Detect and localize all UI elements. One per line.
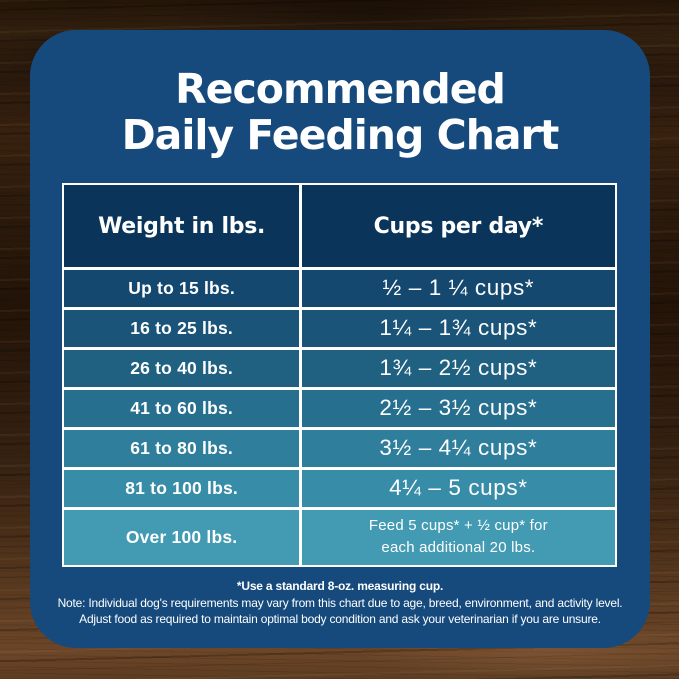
weight-cell: 16 to 25 lbs. [64,309,300,347]
cups-cell: ½ – 1 ¼ cups* [301,269,615,307]
weight-cell: 81 to 100 lbs. [64,469,300,507]
cups-cell: 1¾ – 2½ cups* [301,349,615,387]
weight-cell: 41 to 60 lbs. [64,389,300,427]
title-line-1: Recommended [175,65,506,113]
weight-cell: Over 100 lbs. [64,509,300,565]
weight-cell: 61 to 80 lbs. [64,429,300,467]
cups-cell: 4¼ – 5 cups* [301,469,615,507]
column-header-cups: Cups per day* [301,185,615,267]
title-line-2: Daily Feeding Chart [121,110,560,159]
cups-cell: 2½ – 3½ cups* [301,389,615,427]
disclaimer-line-2: Adjust food as required to maintain opti… [79,611,601,626]
cups-cell: 1¼ – 1¾ cups* [301,309,615,347]
feeding-table: Weight in lbs. Cups per day* Up to 15 lb… [62,183,617,567]
weight-cell: 26 to 40 lbs. [64,349,300,387]
cups-cell: 3½ – 4¼ cups* [301,429,615,467]
measuring-cup-note: *Use a standard 8-oz. measuring cup. [236,579,444,593]
disclaimer-line-1: Note: Individual dog's requirements may … [57,596,623,610]
cups-cell: Feed 5 cups* + ½ cup* for each additiona… [301,509,615,565]
column-header-weight: Weight in lbs. [64,185,300,267]
feeding-chart-card: Recommended Daily Feeding Chart Weight in… [30,30,650,648]
page-title: Recommended Daily Feeding Chart [30,65,650,159]
weight-cell: Up to 15 lbs. [64,269,300,307]
cups-rule-text: Feed 5 cups* + ½ cup* for each additiona… [368,516,548,557]
footnotes: *Use a standard 8-oz. measuring cup. Not… [30,579,650,628]
